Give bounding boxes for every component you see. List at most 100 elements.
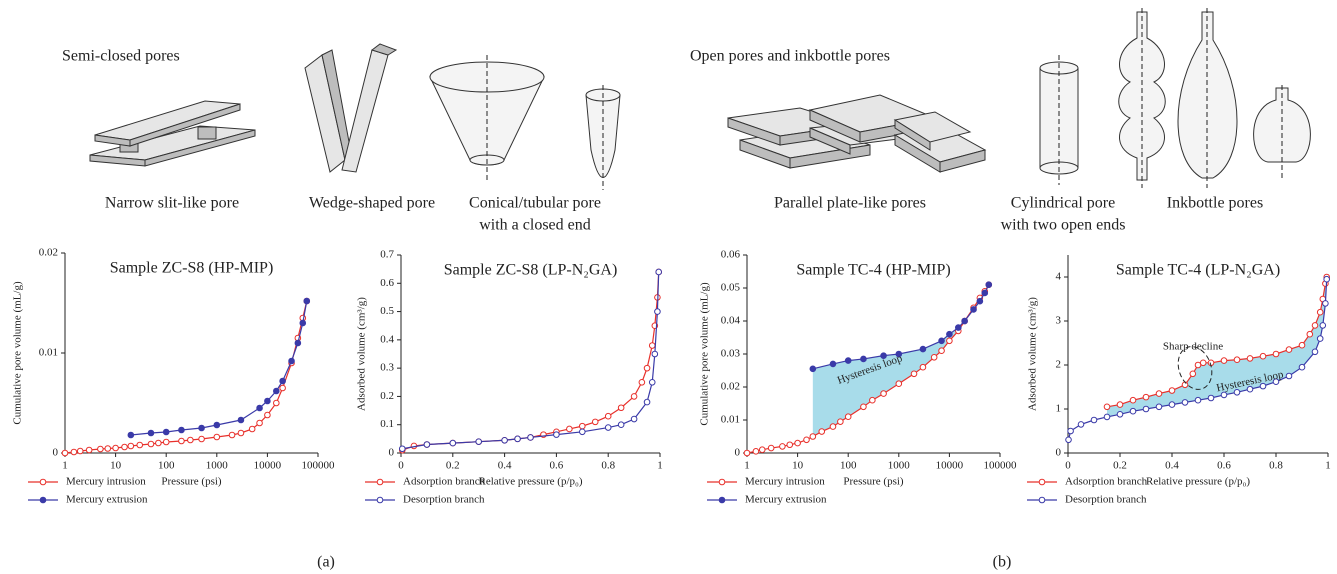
data-point [786,441,794,449]
data-point [1155,390,1163,397]
x-tick-label: 1 [744,460,750,472]
data-point [264,397,271,405]
data-point [961,317,968,325]
data-point [449,439,457,447]
data-point [187,436,194,444]
data-point [630,415,638,423]
y-tick-label: 2 [1056,359,1062,371]
data-point [1129,407,1137,415]
y-tick-label: 0.05 [721,282,741,294]
data-point [930,354,938,361]
data-point [752,448,760,455]
data-point [248,425,256,433]
chart-title: Sample TC-4 (LP-N₂GA) [1116,262,1280,279]
x-tick-label: 10 [792,460,804,472]
data-point [303,297,311,305]
data-point [809,365,817,373]
data-point [743,449,751,457]
data-point [844,413,852,421]
data-point [1116,401,1124,408]
data-point [1168,401,1176,408]
data-point [155,439,162,447]
data-point [1311,322,1319,329]
data-point [1077,421,1085,428]
data-point [1306,330,1314,338]
data-point [654,308,661,315]
data-point [198,435,205,443]
y-tick-label: 1 [1056,403,1062,415]
legend-label: Mercury extrusion [745,494,827,506]
data-point [1116,410,1124,418]
cone-pore-icon [429,55,621,190]
y-tick-label: 0.5 [380,305,394,317]
data-point [829,423,837,430]
data-point [880,390,887,397]
data-point [70,448,78,456]
data-point [1272,350,1280,358]
x-tick-label: 0.4 [498,460,512,472]
data-point [147,429,155,437]
legend-marker [376,496,384,504]
x-tick-label: 0 [1065,460,1071,472]
data-point [1155,403,1163,411]
y-tick-label: 4 [1056,271,1062,283]
group-title: Open pores and inkbottle pores [690,48,890,65]
x-tick-label: 100000 [302,460,336,472]
x-tick-label: 0.8 [601,460,615,472]
data-point [213,421,221,429]
series-line [64,300,308,454]
x-tick-label: 0.2 [446,460,460,472]
data-point [147,440,155,448]
legend-marker [376,478,384,486]
legend-label: Mercury intrusion [66,476,146,488]
data-point [1142,405,1150,413]
y-tick-label: 0 [53,447,59,459]
data-point [288,357,295,365]
data-point [985,281,993,289]
data-point [955,324,962,331]
data-point [273,387,280,395]
y-tick-label: 0 [1056,447,1062,459]
data-point [829,360,837,368]
data-point [121,443,128,451]
data-point [1220,391,1228,399]
data-point [794,439,801,447]
y-tick-label: 0.7 [380,249,394,261]
pore-label: Narrow slit-like pore [105,195,239,212]
data-point [591,418,599,426]
x-tick-label: 100000 [984,460,1018,472]
y-tick-label: 0.02 [721,381,740,393]
data-point [198,424,205,432]
data-point [860,403,867,411]
chart-title: Sample ZC-S8 (HP-MIP) [110,260,274,277]
data-point [527,434,534,441]
data-point [1319,322,1327,329]
x-tick-label: 1 [62,460,68,472]
wedge-pore-icon [304,43,398,173]
data-point [638,378,646,386]
data-point [869,396,876,404]
data-point [76,447,84,455]
data-point [1298,341,1306,349]
data-point [938,347,945,355]
data-point [299,319,307,327]
legend-marker [39,496,47,504]
data-point [1207,394,1215,402]
data-point [256,419,263,427]
panel-label: (b) [993,554,1012,571]
data-point [553,431,560,438]
data-point [910,370,918,378]
data-point [1259,382,1267,390]
pore-label: with two open ends [1001,217,1126,234]
data-point [1246,385,1254,393]
data-point [1285,346,1293,353]
data-point [1233,388,1241,396]
x-tick-label: 0.4 [1165,460,1179,472]
x-tick-label: 0.6 [1217,460,1231,472]
data-point [1181,399,1189,406]
data-point [1199,359,1207,367]
data-point [655,268,663,276]
data-point [946,330,953,338]
x-tick-label: 10000 [254,460,282,472]
legend-label: Adsorption branch [403,476,486,488]
